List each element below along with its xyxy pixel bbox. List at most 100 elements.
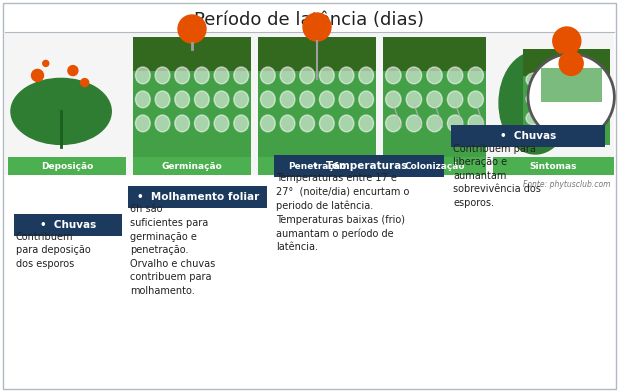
FancyBboxPatch shape	[383, 37, 486, 71]
Ellipse shape	[526, 111, 542, 125]
Circle shape	[43, 60, 49, 66]
Ellipse shape	[569, 111, 586, 125]
Text: •  Temperaturas: • Temperaturas	[311, 161, 407, 171]
Ellipse shape	[406, 115, 422, 132]
Ellipse shape	[569, 73, 586, 87]
Ellipse shape	[426, 91, 442, 108]
Circle shape	[178, 15, 206, 43]
Ellipse shape	[526, 73, 542, 87]
Ellipse shape	[194, 67, 209, 84]
Text: Deposição: Deposição	[41, 162, 93, 171]
FancyBboxPatch shape	[523, 76, 610, 145]
Ellipse shape	[448, 115, 463, 132]
Ellipse shape	[591, 92, 608, 105]
Ellipse shape	[339, 91, 354, 108]
Text: Contribuem para
liberação e
aumantam
sobrevivência dos
esporos.: Contribuem para liberação e aumantam sob…	[453, 143, 541, 208]
FancyBboxPatch shape	[5, 32, 614, 175]
Text: 6h são
suficientes para
germinação e
penetração.
Orvalho e chuvas
contribuem par: 6h são suficientes para germinação e pen…	[130, 204, 215, 296]
Ellipse shape	[526, 92, 542, 105]
Ellipse shape	[406, 67, 422, 84]
Ellipse shape	[548, 73, 564, 87]
Ellipse shape	[319, 91, 334, 108]
Ellipse shape	[591, 73, 608, 87]
Ellipse shape	[468, 67, 483, 84]
Text: Período de latência (dias): Período de latência (dias)	[194, 11, 425, 29]
Ellipse shape	[339, 67, 354, 84]
Ellipse shape	[214, 115, 229, 132]
Ellipse shape	[300, 91, 314, 108]
FancyBboxPatch shape	[128, 186, 267, 208]
FancyBboxPatch shape	[14, 214, 122, 236]
Ellipse shape	[426, 67, 442, 84]
Ellipse shape	[11, 78, 111, 144]
Ellipse shape	[406, 91, 422, 108]
FancyBboxPatch shape	[258, 157, 376, 175]
Ellipse shape	[261, 67, 275, 84]
Text: •  Chuvas: • Chuvas	[500, 131, 556, 142]
FancyBboxPatch shape	[258, 37, 376, 71]
Ellipse shape	[194, 91, 209, 108]
Ellipse shape	[319, 115, 334, 132]
Ellipse shape	[175, 115, 189, 132]
Ellipse shape	[136, 67, 150, 84]
Ellipse shape	[468, 91, 483, 108]
Ellipse shape	[280, 115, 295, 132]
FancyBboxPatch shape	[523, 49, 610, 76]
Ellipse shape	[319, 67, 334, 84]
Ellipse shape	[499, 52, 572, 154]
Ellipse shape	[280, 67, 295, 84]
Ellipse shape	[155, 91, 170, 108]
Ellipse shape	[591, 111, 608, 125]
Ellipse shape	[359, 115, 373, 132]
Ellipse shape	[359, 91, 373, 108]
FancyBboxPatch shape	[383, 71, 486, 157]
Ellipse shape	[448, 91, 463, 108]
Ellipse shape	[359, 67, 373, 84]
Ellipse shape	[234, 115, 249, 132]
FancyBboxPatch shape	[540, 68, 602, 102]
Ellipse shape	[300, 115, 314, 132]
Text: •  Molhamento foliar: • Molhamento foliar	[137, 192, 259, 202]
Ellipse shape	[548, 111, 564, 125]
Ellipse shape	[569, 92, 586, 105]
Ellipse shape	[386, 91, 401, 108]
Text: •  Chuvas: • Chuvas	[40, 220, 96, 230]
Text: Sintomas: Sintomas	[530, 162, 578, 171]
Ellipse shape	[426, 115, 442, 132]
Ellipse shape	[386, 67, 401, 84]
FancyBboxPatch shape	[258, 71, 376, 157]
Ellipse shape	[194, 115, 209, 132]
FancyBboxPatch shape	[133, 157, 251, 175]
FancyBboxPatch shape	[493, 157, 614, 175]
Ellipse shape	[234, 67, 249, 84]
Ellipse shape	[175, 67, 189, 84]
FancyBboxPatch shape	[133, 71, 251, 157]
Text: Fonte: phytusclub.com: Fonte: phytusclub.com	[524, 180, 611, 189]
Text: Penetração: Penetração	[288, 162, 346, 171]
Circle shape	[303, 13, 331, 41]
Ellipse shape	[261, 115, 275, 132]
Text: Contribuem
para deposição
dos esporos: Contribuem para deposição dos esporos	[15, 232, 90, 269]
Ellipse shape	[468, 115, 483, 132]
Ellipse shape	[175, 91, 189, 108]
Ellipse shape	[280, 91, 295, 108]
FancyBboxPatch shape	[3, 3, 616, 389]
Ellipse shape	[214, 91, 229, 108]
Ellipse shape	[214, 67, 229, 84]
FancyBboxPatch shape	[8, 157, 126, 175]
Ellipse shape	[339, 115, 354, 132]
FancyBboxPatch shape	[274, 155, 444, 177]
Ellipse shape	[155, 67, 170, 84]
Ellipse shape	[448, 67, 463, 84]
Circle shape	[32, 69, 43, 82]
Circle shape	[528, 54, 615, 140]
Ellipse shape	[136, 91, 150, 108]
Circle shape	[559, 51, 583, 75]
Circle shape	[68, 65, 78, 76]
Ellipse shape	[386, 115, 401, 132]
FancyBboxPatch shape	[383, 157, 486, 175]
Text: Colonização: Colonização	[404, 162, 465, 171]
Text: Germinação: Germinação	[162, 162, 222, 171]
Ellipse shape	[300, 67, 314, 84]
Ellipse shape	[548, 92, 564, 105]
